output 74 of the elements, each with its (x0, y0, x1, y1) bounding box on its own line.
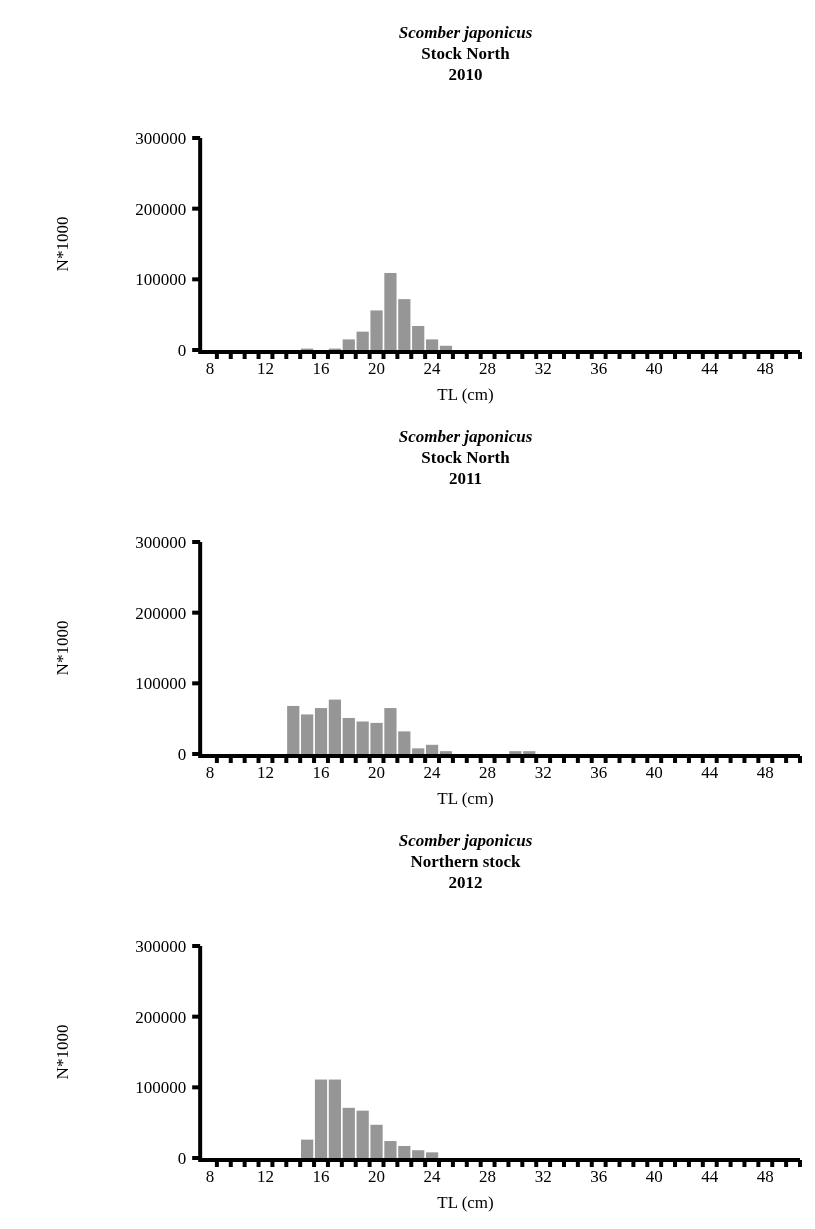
x-tick-label: 32 (534, 763, 552, 782)
bar (412, 325, 425, 350)
x-tick-label: 36 (590, 359, 608, 378)
x-tick-label: 8 (205, 359, 215, 378)
x-tick-label: 24 (423, 763, 442, 782)
x-axis-title: TL (cm) (437, 789, 494, 808)
bar (314, 708, 328, 754)
bar (412, 1150, 425, 1158)
bar (412, 748, 425, 754)
y-tick-label: 200000 (135, 199, 187, 219)
x-axis-title: TL (cm) (437, 385, 494, 404)
bar (342, 339, 355, 350)
x-tick-label: 16 (312, 763, 330, 782)
x-tick-label: 8 (205, 763, 215, 782)
bar (509, 751, 522, 754)
bar (342, 1107, 355, 1158)
y-axis-title: N*1000 (53, 1024, 72, 1080)
x-tick-label: 36 (590, 1167, 608, 1186)
bar (425, 744, 439, 754)
x-tick-label: 24 (423, 359, 442, 378)
x-tick-label: 36 (590, 763, 608, 782)
y-axis-title: N*1000 (53, 216, 72, 272)
x-tick-label: 40 (645, 359, 663, 378)
bar (439, 751, 453, 754)
bar (328, 1079, 341, 1158)
y-axis-title: N*1000 (53, 620, 72, 676)
y-tick-label: 100000 (135, 270, 187, 290)
bar (342, 717, 355, 754)
x-tick-label: 16 (312, 359, 330, 378)
bar (425, 339, 439, 350)
x-tick-label: 28 (479, 359, 497, 378)
x-tick-label: 44 (701, 1167, 719, 1186)
bar (301, 714, 314, 754)
y-tick-label: 0 (177, 744, 187, 764)
x-tick-label: 48 (756, 359, 774, 378)
bar (439, 345, 453, 350)
x-tick-label: 20 (368, 359, 386, 378)
x-tick-label: 48 (756, 1167, 774, 1186)
y-tick-label: 300000 (135, 936, 187, 956)
x-tick-label: 48 (756, 763, 774, 782)
x-tick-label: 8 (205, 1167, 215, 1186)
x-tick-label: 44 (701, 359, 719, 378)
x-tick-label: 32 (534, 359, 552, 378)
bar (301, 1139, 314, 1158)
chart-title: Scomber japonicus Northern stock 2012 (398, 831, 533, 892)
y-tick-label: 300000 (135, 532, 187, 552)
y-tick-label: 100000 (135, 674, 187, 694)
x-tick-label: 20 (368, 763, 386, 782)
y-tick-label: 300000 (135, 128, 187, 148)
x-tick-label: 20 (368, 1167, 386, 1186)
x-tick-label: 24 (423, 1167, 442, 1186)
x-tick-label: 32 (534, 1167, 552, 1186)
bar (287, 705, 300, 754)
bar (425, 1152, 439, 1158)
x-axis-title: TL (cm) (437, 1193, 494, 1212)
y-tick-label: 200000 (135, 1007, 187, 1027)
chart-title: Scomber japonicus Stock North 2011 (398, 427, 533, 488)
y-tick-label: 0 (177, 340, 187, 360)
bar (523, 751, 536, 754)
x-tick-label: 12 (256, 763, 274, 782)
x-tick-label: 16 (312, 1167, 330, 1186)
y-tick-label: 200000 (135, 603, 187, 623)
x-tick-label: 44 (701, 763, 719, 782)
y-tick-label: 100000 (135, 1078, 187, 1098)
y-tick-label: 0 (177, 1148, 187, 1168)
bar (314, 1079, 328, 1158)
x-tick-label: 40 (645, 1167, 663, 1186)
x-tick-label: 12 (256, 1167, 274, 1186)
x-tick-label: 28 (479, 1167, 497, 1186)
x-tick-label: 12 (256, 359, 274, 378)
chart-title: Scomber japonicus Stock North 2010 (398, 23, 533, 84)
bar (328, 699, 341, 754)
x-tick-label: 28 (479, 763, 497, 782)
x-tick-label: 40 (645, 763, 663, 782)
